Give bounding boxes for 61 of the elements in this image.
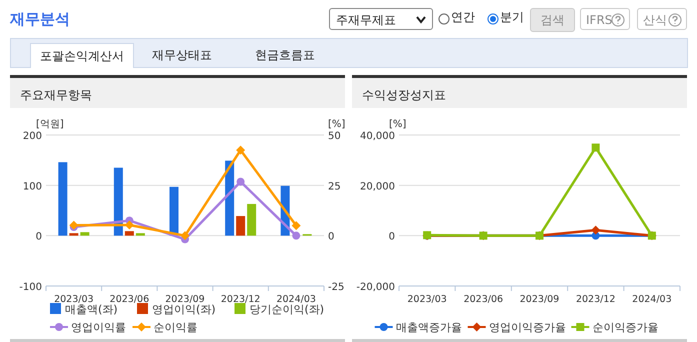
y-tick-label: -100: [19, 282, 42, 293]
bar: [124, 231, 134, 236]
x-tick-label: 2023/12: [220, 294, 260, 305]
legend-label: 영업이익증가율: [488, 321, 566, 334]
legend-label: 매출액증가율: [396, 321, 462, 334]
text: 주재무제표: [329, 8, 433, 30]
legend-label: 영업이익(좌): [152, 303, 216, 316]
y2-tick-label: 25: [328, 181, 341, 192]
y2-tick-label: 50: [328, 131, 341, 142]
bar: [114, 168, 123, 236]
x-tick-label: 2023/09: [165, 294, 205, 305]
point: [591, 226, 600, 235]
text: 현금흐름표: [254, 47, 316, 64]
y-axis-title: [억원]: [36, 119, 64, 130]
text: IFRS: [580, 8, 630, 30]
y-tick-label: 0: [36, 232, 42, 243]
chart-title: 주요재무항목: [20, 88, 92, 102]
y-axis-title: [%]: [389, 119, 406, 130]
x-tick-label: 2024/03: [632, 294, 672, 305]
point: [292, 232, 300, 240]
y2-tick-label: -25: [328, 282, 344, 293]
point: [180, 231, 190, 240]
x-tick-label: 2023/03: [407, 294, 447, 305]
text: 연간: [451, 9, 475, 26]
x-tick-label: 2023/12: [576, 294, 616, 305]
bar: [247, 204, 256, 236]
y-tick-label: -20,000: [356, 282, 395, 293]
bar: [80, 232, 90, 236]
y2-tick-label: 0: [328, 232, 334, 243]
y-tick-label: 40,000: [360, 131, 395, 142]
legend-label: 영업이익률: [71, 321, 126, 334]
y2-axis-title: [%]: [328, 119, 346, 130]
legend-label: 순이익증가율: [592, 321, 658, 334]
text: 검색: [530, 8, 575, 32]
point: [236, 178, 245, 186]
x-tick-label: 2023/06: [110, 294, 150, 305]
bar: [69, 233, 78, 236]
y-tick-label: 100: [22, 181, 42, 192]
bar: [136, 233, 145, 236]
legend-label: 매출액(좌): [65, 303, 118, 316]
legend-label: 당기순이익(좌): [250, 303, 324, 316]
point: [592, 144, 600, 152]
text: 분기: [500, 9, 524, 26]
text: 재무분석: [10, 10, 70, 29]
text: 재무상태표: [151, 47, 213, 64]
x-tick-label: 2024/03: [276, 294, 316, 305]
y-tick-label: 0: [388, 232, 395, 243]
chart-title: 수익성장성지표: [362, 88, 446, 102]
x-tick-label: 2023/03: [54, 294, 94, 305]
text: 포괄손익계산서: [30, 43, 134, 68]
point: [236, 146, 246, 155]
y-tick-label: 20,000: [360, 181, 395, 192]
x-tick-label: 2023/06: [464, 294, 504, 305]
bar: [236, 216, 246, 236]
bar: [170, 186, 178, 236]
y-tick-label: 200: [22, 131, 42, 142]
text: 산식: [637, 8, 687, 30]
legend-label: 순이익률: [154, 321, 198, 334]
point: [292, 221, 301, 230]
x-tick-label: 2023/09: [520, 294, 560, 305]
bar: [58, 162, 68, 236]
